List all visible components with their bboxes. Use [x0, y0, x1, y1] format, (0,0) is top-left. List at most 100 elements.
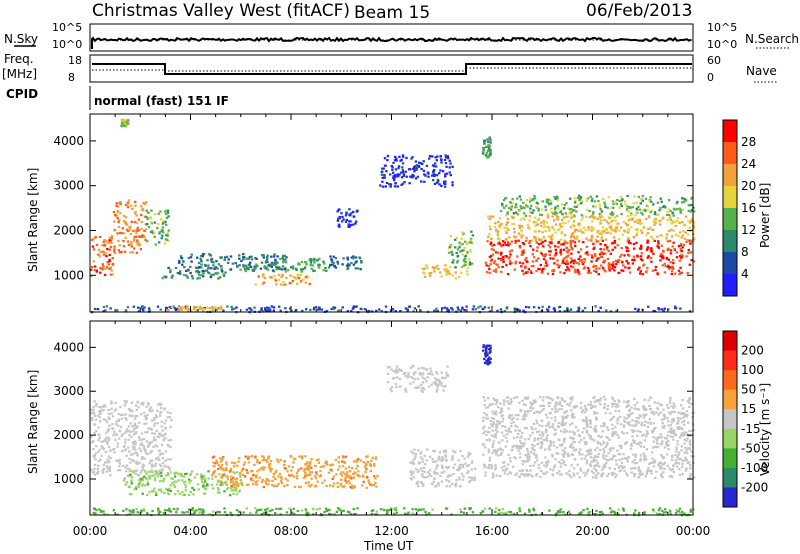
- heatmap-cell: [509, 460, 512, 463]
- heatmap-cell: [221, 467, 225, 470]
- heatmap-cell: [590, 260, 593, 263]
- heatmap-cell: [119, 200, 122, 204]
- heatmap-cell: [336, 260, 339, 263]
- heatmap-cell: [668, 467, 671, 470]
- heatmap-cell: [164, 459, 167, 462]
- heatmap-cell: [266, 268, 270, 271]
- heatmap-cell: [161, 452, 165, 455]
- heatmap-cell: [622, 432, 625, 435]
- heatmap-cell: [360, 261, 363, 264]
- heatmap-cell: [626, 231, 630, 234]
- heatmap-cell: [159, 471, 163, 474]
- heatmap-cell: [121, 433, 124, 436]
- heatmap-cell: [110, 241, 113, 245]
- heatmap-cell: [420, 180, 423, 183]
- heatmap-cell: [544, 461, 548, 464]
- heatmap-cell: [687, 399, 691, 402]
- heatmap-cell: [649, 196, 652, 199]
- heatmap-cell: [654, 445, 657, 448]
- heatmap-cell: [597, 257, 601, 260]
- heatmap-cell: [489, 263, 492, 266]
- heatmap-cell: [507, 243, 510, 246]
- heatmap-cell: [376, 474, 379, 477]
- heatmap-cell: [607, 231, 610, 234]
- heatmap-cell: [467, 451, 470, 454]
- heatmap-cell: [353, 471, 356, 474]
- heatmap-cell: [580, 457, 583, 460]
- heatmap-cell: [276, 261, 279, 264]
- heatmap-cell: [272, 255, 276, 258]
- heatmap-cell: [631, 412, 634, 415]
- heatmap-cell: [164, 450, 168, 453]
- heatmap-cell: [535, 201, 539, 204]
- heatmap-cell: [574, 261, 577, 264]
- heatmap-cell: [673, 433, 676, 436]
- heatmap-cell: [639, 471, 642, 474]
- heatmap-cell: [336, 262, 340, 265]
- heatmap-cell: [615, 309, 618, 313]
- heatmap-cell: [641, 434, 644, 437]
- heatmap-cell: [461, 463, 465, 466]
- heatmap-cell: [672, 429, 675, 432]
- heatmap-cell: [461, 243, 464, 246]
- heatmap-cell: [613, 246, 617, 249]
- heatmap-cell: [279, 480, 283, 483]
- heatmap-cell: [682, 230, 685, 233]
- heatmap-cell: [238, 264, 241, 267]
- heatmap-cell: [212, 261, 215, 264]
- heatmap-cell: [689, 242, 692, 245]
- heatmap-cell: [162, 439, 165, 442]
- heatmap-cell: [203, 487, 206, 490]
- nave-series: [92, 67, 692, 72]
- heatmap-cell: [191, 486, 194, 490]
- heatmap-cell: [550, 199, 553, 202]
- heatmap-cell: [556, 199, 559, 202]
- heatmap-cell: [434, 484, 438, 487]
- heatmap-cell: [688, 476, 691, 479]
- heatmap-cell: [541, 404, 544, 407]
- heatmap-cell: [585, 441, 588, 444]
- heatmap-cell: [93, 265, 97, 268]
- heatmap-cell: [671, 475, 674, 478]
- heatmap-cell: [568, 470, 571, 473]
- heatmap-cell: [639, 473, 642, 476]
- heatmap-cell: [212, 264, 215, 267]
- heatmap-cell: [465, 242, 469, 245]
- heatmap-cell: [317, 458, 320, 461]
- heatmap-cell: [315, 477, 318, 480]
- heatmap-cell: [451, 253, 454, 256]
- heatmap-cell: [458, 246, 461, 249]
- heatmap-cell: [315, 484, 318, 487]
- heatmap-cell: [218, 457, 222, 460]
- heatmap-cell: [665, 437, 668, 440]
- heatmap-cell: [109, 474, 112, 477]
- heatmap-cell: [554, 419, 557, 422]
- heatmap-cell: [520, 225, 524, 228]
- heatmap-cell: [686, 239, 689, 242]
- heatmap-cell: [308, 282, 312, 285]
- heatmap-cell: [414, 177, 418, 180]
- heatmap-cell: [170, 482, 174, 485]
- heatmap-cell: [542, 472, 545, 475]
- heatmap-cell: [489, 403, 492, 406]
- heatmap-cell: [309, 260, 313, 263]
- heatmap-cell: [201, 512, 204, 515]
- heatmap-cell: [225, 463, 228, 466]
- heatmap-cell: [599, 255, 603, 258]
- heatmap-cell: [664, 265, 667, 268]
- heatmap-cell: [594, 464, 598, 467]
- heatmap-cell: [520, 236, 523, 239]
- heatmap-cell: [135, 241, 139, 244]
- heatmap-cell: [150, 466, 154, 469]
- heatmap-cell: [649, 211, 652, 214]
- heatmap-cell: [570, 443, 573, 446]
- heatmap-cell: [636, 254, 639, 257]
- heatmap-cell: [557, 241, 560, 244]
- heatmap-cell: [505, 243, 508, 247]
- heatmap-cell: [260, 480, 264, 483]
- heatmap-cell: [671, 270, 674, 273]
- heatmap-cell: [240, 259, 243, 263]
- heatmap-cell: [673, 405, 676, 408]
- heatmap-cell: [300, 269, 304, 272]
- heatmap-cell: [597, 452, 600, 456]
